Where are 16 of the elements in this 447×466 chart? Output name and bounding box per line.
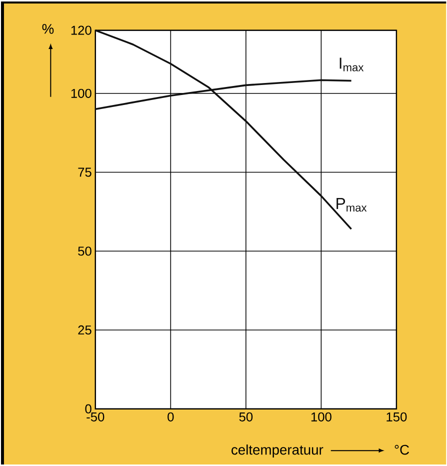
y-tick-label: 25 — [78, 325, 92, 335]
x-tick-label: 0 — [168, 412, 174, 422]
series-label: I$_{max}$ — [340, 58, 364, 72]
x-tick-label: 100 — [311, 412, 332, 422]
x-axis-title: celtemperatuur — [232, 444, 324, 458]
x-tick-label: 150 — [386, 412, 407, 422]
series-label: P$_{max}$ — [336, 198, 367, 212]
y-tick-label: 120 — [71, 26, 92, 35]
text: °C — [394, 444, 409, 455]
y-tick-label: 50 — [78, 246, 92, 256]
y-tick-label: 100 — [71, 88, 92, 98]
x-tick-label: -50 — [86, 412, 104, 422]
y-tick-label: 0 — [85, 404, 92, 414]
y-axis-title: % — [42, 24, 54, 34]
x-tick-label: 50 — [239, 412, 253, 422]
y-tick-label: 75 — [78, 168, 92, 177]
